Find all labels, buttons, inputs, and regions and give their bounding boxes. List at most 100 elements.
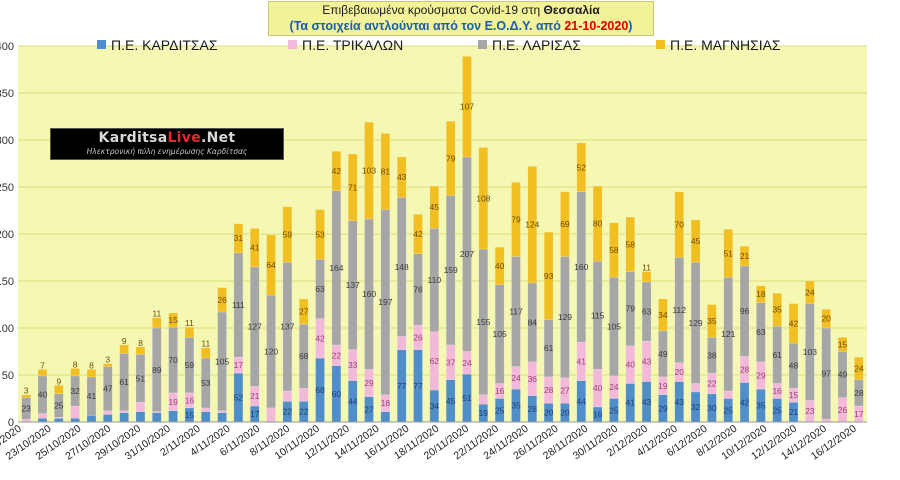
data-label-larisa: 197 — [378, 297, 392, 307]
logo-word-b: Live — [167, 130, 201, 146]
data-label-karditsa: 43 — [642, 397, 652, 407]
y-tick-label: 300 — [0, 135, 14, 147]
data-label-magnisia: 59 — [283, 229, 293, 239]
data-label-karditsa: 28 — [528, 404, 538, 414]
data-label-trikala: 16 — [185, 395, 195, 405]
data-label-karditsa: 77 — [397, 381, 407, 391]
data-label-magnisia: 42 — [332, 166, 342, 176]
bar-segment-magnisia — [527, 166, 538, 284]
bar-segment-magnisia — [86, 369, 97, 378]
legend-item-larisa: Π.Ε. ΛΑΡΙΣΑΣ — [478, 37, 581, 53]
title-source: (Τα στοιχεία αντλούνται από τον Ε.Ο.Δ.Υ.… — [289, 19, 565, 33]
bar-segment-magnisia — [543, 231, 554, 320]
bar-segment-magnisia — [511, 182, 521, 257]
bar-segment-larisa — [543, 319, 554, 378]
data-label-larisa: 137 — [346, 280, 360, 290]
data-label-larisa: 120 — [264, 347, 278, 357]
logo-subtitle: Ηλεκτρονική πύλη ενημέρωσης Καρδίτσας — [86, 147, 248, 156]
bar-segment-magnisia — [674, 191, 684, 258]
data-label-karditsa: 35 — [756, 401, 766, 411]
data-label-larisa: 127 — [248, 322, 262, 332]
data-label-larisa: 48 — [789, 361, 799, 371]
data-label-magnisia: 24 — [854, 363, 864, 373]
data-label-trikala: 19 — [168, 397, 178, 407]
data-label-larisa: 160 — [362, 289, 376, 299]
data-label-magnisia: 21 — [740, 251, 750, 261]
data-label-karditsa: 27 — [364, 404, 374, 414]
bar-segment-karditsa — [103, 414, 113, 423]
data-label-magnisia: 41 — [250, 243, 260, 253]
data-label-karditsa: 25 — [609, 405, 619, 415]
bar-segment-magnisia — [347, 153, 358, 222]
data-label-karditsa: 17 — [250, 409, 260, 419]
legend-label-magnisia: Π.Ε. ΜΑΓΝΗΣΙΑΣ — [670, 37, 781, 53]
bar-segment-magnisia — [494, 246, 505, 286]
bar-segment-trikala — [576, 341, 587, 381]
data-label-larisa: 110 — [428, 275, 442, 285]
data-label-larisa: 53 — [201, 378, 211, 388]
data-label-magnisia: 69 — [560, 219, 570, 229]
data-label-karditsa: 16 — [593, 409, 603, 419]
bar-segment-magnisia — [54, 385, 64, 395]
data-label-magnisia: 15 — [838, 339, 848, 349]
data-label-larisa: 129 — [558, 312, 572, 322]
bar-segment-magnisia — [396, 156, 407, 198]
data-label-larisa: 63 — [315, 284, 325, 294]
logo-word-c: .Net — [201, 130, 236, 146]
data-label-larisa: 68 — [299, 351, 309, 361]
bar-segment-larisa — [364, 218, 374, 370]
data-label-trikala: 62 — [430, 356, 440, 366]
y-tick-label: 200 — [0, 229, 14, 241]
data-label-magnisia: 70 — [675, 220, 685, 230]
data-label-magnisia: 45 — [430, 202, 440, 212]
data-label-karditsa: 34 — [430, 401, 440, 411]
data-label-larisa: 49 — [838, 370, 848, 380]
bar-segment-larisa — [135, 354, 146, 403]
bar-segment-larisa — [658, 330, 668, 378]
bar-segment-trikala — [478, 394, 489, 405]
data-label-trikala: 24 — [511, 373, 521, 383]
data-label-trikala: 18 — [381, 398, 391, 408]
data-label-magnisia: 9 — [122, 336, 127, 346]
data-label-trikala: 33 — [348, 360, 358, 370]
data-label-magnisia: 43 — [397, 172, 407, 182]
data-label-trikala: 17 — [234, 360, 244, 370]
data-label-magnisia: 81 — [381, 166, 391, 176]
data-label-larisa: 160 — [574, 262, 588, 272]
data-label-karditsa: 43 — [675, 397, 685, 407]
y-tick-label: 50 — [2, 370, 14, 382]
data-label-larisa: 70 — [168, 355, 178, 365]
title-region: Θεσσαλία — [543, 3, 600, 17]
data-label-magnisia: 58 — [626, 239, 636, 249]
data-label-magnisia: 40 — [495, 261, 505, 271]
bar-segment-magnisia — [560, 191, 570, 257]
data-label-karditsa: 52 — [234, 393, 244, 403]
data-label-magnisia: 24 — [805, 287, 815, 297]
bar-segment-magnisia — [282, 206, 293, 263]
bar-segment-karditsa — [380, 411, 391, 423]
bar-segment-larisa — [86, 376, 97, 416]
bar-segment-trikala — [739, 355, 750, 383]
bar-segment-karditsa — [201, 411, 211, 423]
bar-segment-magnisia — [462, 56, 472, 158]
data-label-magnisia: 3 — [24, 386, 29, 396]
data-label-trikala: 24 — [609, 382, 619, 392]
data-label-magnisia: 64 — [266, 260, 276, 270]
bar-segment-trikala — [298, 387, 309, 402]
bar-segment-trikala — [70, 405, 80, 419]
data-label-magnisia: 15 — [168, 315, 178, 325]
data-label-larisa: 79 — [626, 304, 636, 314]
data-label-larisa: 105 — [493, 329, 507, 339]
data-label-trikala: 42 — [315, 333, 325, 343]
legend-item-magnisia: Π.Ε. ΜΑΓΝΗΣΙΑΣ — [656, 37, 781, 53]
bar-segment-trikala — [396, 336, 407, 350]
bar-segment-magnisia — [37, 369, 48, 377]
bar-segment-magnisia — [576, 142, 587, 192]
data-label-magnisia: 80 — [593, 219, 603, 229]
title-close: ) — [628, 19, 633, 33]
data-label-trikala: 22 — [332, 350, 342, 360]
data-label-magnisia: 8 — [138, 338, 143, 348]
data-label-karditsa: 44 — [577, 396, 587, 406]
y-tick-label: 350 — [0, 88, 14, 100]
data-label-trikala: 26 — [413, 332, 423, 342]
